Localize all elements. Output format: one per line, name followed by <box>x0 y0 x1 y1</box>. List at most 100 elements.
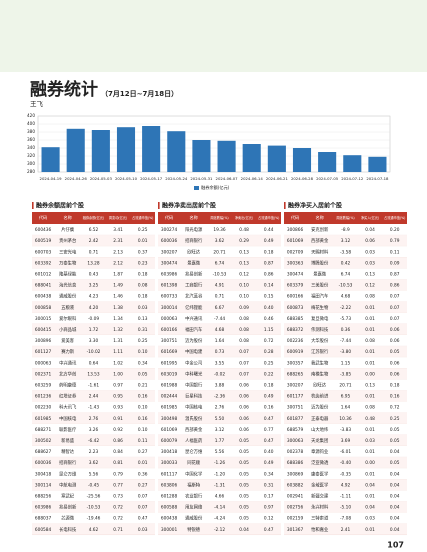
table-cell: 福田汽车 <box>311 293 329 300</box>
column-header: 名称 <box>315 214 323 221</box>
table-cell: 0.84 <box>113 449 123 455</box>
table-cell: 0.05 <box>239 516 249 522</box>
table-cell: 0.44 <box>264 227 274 233</box>
table-cell: 0.97 <box>264 505 274 511</box>
table-cell: 0.91 <box>113 416 123 422</box>
table-cell: 温氏股份 <box>185 415 203 422</box>
table-cell: -1.11 <box>340 493 351 499</box>
table-cell: 招商银行 <box>59 459 77 466</box>
table-cell: 601117 <box>161 471 178 477</box>
table-row <box>284 224 407 236</box>
table-cell: 中国核电 <box>59 415 77 422</box>
table-cell: -4.14 <box>214 505 225 511</box>
table-cell: 300357 <box>287 360 304 366</box>
table-cell: -5.10 <box>340 505 351 511</box>
table-cell: 2.76 <box>215 405 225 411</box>
table-cell: -10.53 <box>213 271 227 277</box>
column-header: 周涨跌幅(%) <box>210 215 228 220</box>
table-cell: 601985 <box>161 405 178 411</box>
table-row <box>158 312 281 324</box>
bar <box>343 155 362 172</box>
table-cell: 3.41 <box>113 227 123 233</box>
table-cell: -1.20 <box>214 471 225 477</box>
table-cell: 0.01 <box>365 394 375 400</box>
table-row <box>158 235 281 247</box>
table-row <box>284 434 407 446</box>
table-cell: 2.76 <box>89 416 99 422</box>
table-cell: 0.18 <box>264 249 274 255</box>
column-header: 融券余额(亿元) <box>83 215 105 220</box>
table-cell: 600703 <box>35 249 52 255</box>
table-cell: 0.43 <box>89 271 99 277</box>
table-row <box>32 268 155 280</box>
table-cell: 0.10 <box>138 405 148 411</box>
table-row <box>32 301 155 313</box>
table-cell: 688037 <box>35 516 52 522</box>
table-cell: 0.14 <box>264 283 274 289</box>
table-cell: 三安光电 <box>59 248 77 255</box>
table-cell: 0.12 <box>365 283 375 289</box>
table-row <box>32 224 155 236</box>
table-cell: 4.68 <box>341 294 351 300</box>
table-cell: 0.31 <box>264 482 274 488</box>
table-cell: 4.62 <box>89 527 99 533</box>
bar <box>217 140 236 172</box>
table-cell: 红塔证券 <box>59 393 77 400</box>
table-cell: 0.04 <box>390 449 400 455</box>
table-cell: 0.79 <box>113 471 123 477</box>
table-row <box>158 224 281 236</box>
table-cell: 三特索道 <box>311 515 329 522</box>
x-tick-label: 2024-05-17 <box>140 176 163 181</box>
table-row <box>158 512 281 524</box>
table-cell: -0.35 <box>340 471 351 477</box>
table-cell: 0.18 <box>138 271 148 277</box>
table-row <box>284 335 407 347</box>
table-cell: -10.53 <box>87 505 101 511</box>
table-cell: 600519 <box>35 238 52 244</box>
table-row <box>158 357 281 369</box>
table-cell: 芯源微 <box>61 515 75 522</box>
table-cell: 6.67 <box>215 305 225 311</box>
table-cell: 300418 <box>35 471 52 477</box>
table-cell: 1.72 <box>89 327 99 333</box>
table-row <box>284 412 407 424</box>
table-row <box>158 390 281 402</box>
table-cell: 3.88 <box>215 382 225 388</box>
table-cell: 601995 <box>161 360 178 366</box>
table-cell: 600079 <box>161 438 178 444</box>
table-row <box>32 446 155 458</box>
table-cell: 0.17 <box>264 493 274 499</box>
table-cell: 0.18 <box>264 382 274 388</box>
table-cell: 0.18 <box>138 294 148 300</box>
table-cell: 伟测科技 <box>311 326 329 333</box>
x-tick-label: 2024-06-21 <box>266 176 289 181</box>
table-cell: 中国化学 <box>185 470 203 477</box>
table-row <box>32 512 155 524</box>
bar <box>142 126 161 172</box>
x-tick-label: 2024-07-12 <box>341 176 364 181</box>
table-cell: 002756 <box>287 505 304 511</box>
table-cell: 600919 <box>287 349 304 355</box>
table-cell: 688271 <box>35 427 52 433</box>
table-cell: 688385 <box>287 316 304 322</box>
table-cell: 600415 <box>35 327 52 333</box>
table-cell: 19.36 <box>213 227 226 233</box>
table-header <box>284 212 407 224</box>
table-row <box>284 479 407 491</box>
table-cell: 2.23 <box>89 449 99 455</box>
table-cell: 0.40 <box>264 449 274 455</box>
table-row <box>32 379 155 391</box>
table-cell: 0.48 <box>239 227 249 233</box>
table-cell: 0.05 <box>239 505 249 511</box>
table-cell: 0.04 <box>390 471 400 477</box>
table-cell: 0.10 <box>138 427 148 433</box>
table-row <box>158 368 281 380</box>
column-header: 净卖出(亿元) <box>235 215 253 220</box>
table-cell: 0.49 <box>264 238 274 244</box>
table-cell: 1.02 <box>113 360 123 366</box>
table-cell: 0.04 <box>365 482 375 488</box>
table-cell: 0.13 <box>239 260 249 266</box>
table-cell: 0.04 <box>390 527 400 533</box>
table-cell: 0.40 <box>264 305 274 311</box>
